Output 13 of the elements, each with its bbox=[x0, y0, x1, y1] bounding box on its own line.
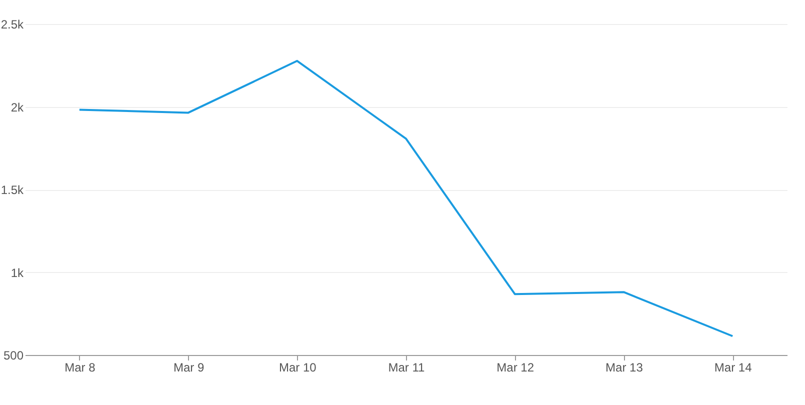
y-tick-label: 1k bbox=[10, 266, 24, 280]
y-tick-label: 1.5k bbox=[0, 183, 24, 197]
x-tick-label: Mar 11 bbox=[388, 360, 426, 374]
y-tick-label: 2.5k bbox=[0, 18, 24, 32]
x-tick-label: Mar 14 bbox=[714, 360, 752, 374]
x-tick-label: Mar 13 bbox=[606, 360, 644, 374]
y-tick-label: 2k bbox=[10, 100, 24, 114]
y-tick-label: 500 bbox=[3, 348, 24, 362]
x-tick-label: Mar 10 bbox=[278, 360, 317, 374]
x-tick-label: Mar 12 bbox=[496, 360, 534, 374]
x-tick-label: Mar 9 bbox=[173, 360, 204, 374]
x-tick-label: Mar 8 bbox=[64, 360, 96, 374]
line-series bbox=[78, 60, 734, 338]
